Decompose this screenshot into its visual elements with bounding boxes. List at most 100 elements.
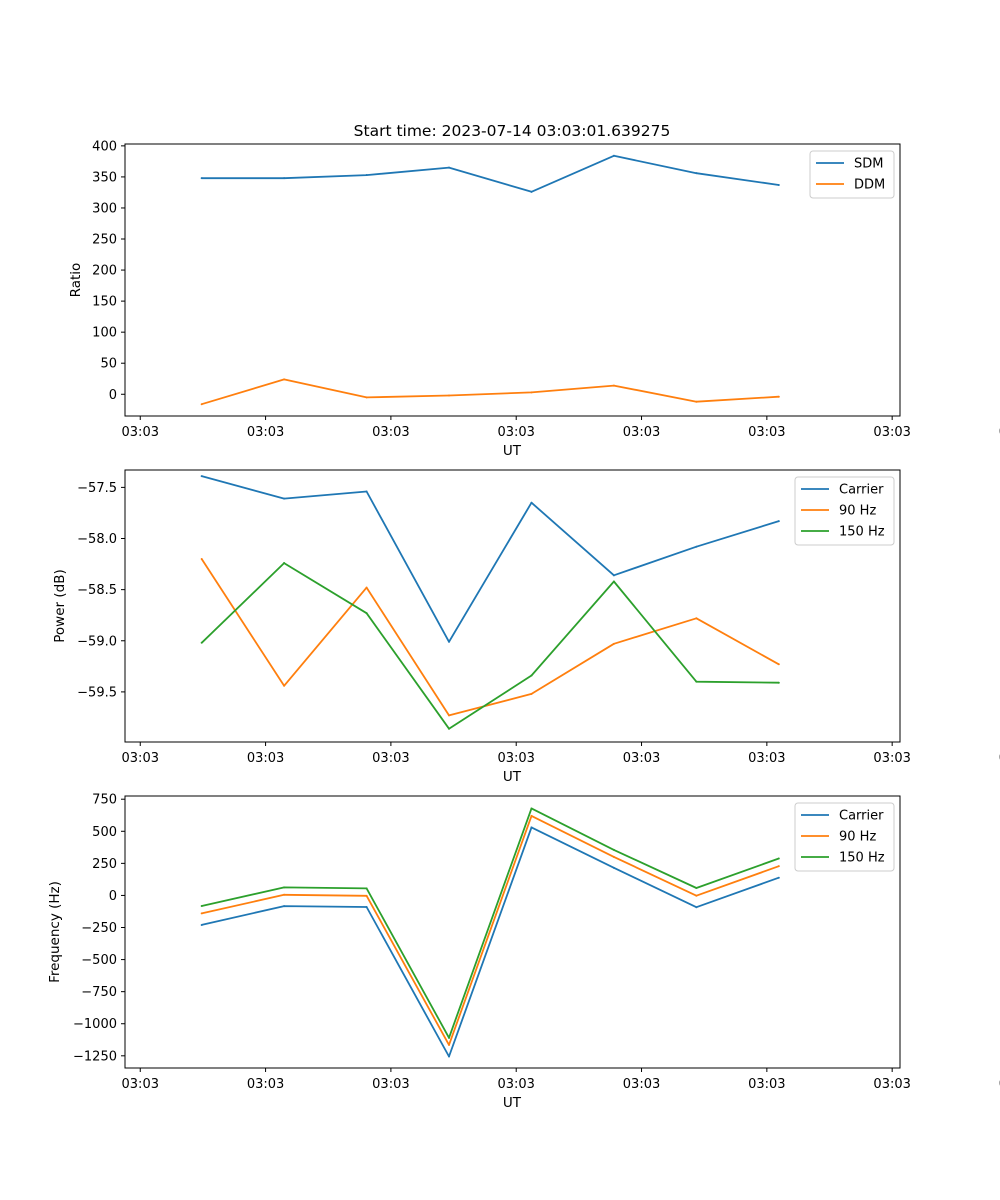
data-point — [365, 905, 368, 908]
data-point — [365, 612, 368, 615]
panel-2: −59.5 −59.0 −58.5 −58.0 −57.5 03:03 03:03 03:03… — [52, 469, 1000, 785]
data-point — [365, 396, 368, 399]
data-point — [530, 674, 533, 677]
y-tick-label: −500 — [81, 953, 117, 968]
x-tick-label: 03:03 — [247, 425, 284, 440]
data-point — [695, 894, 698, 897]
data-point — [530, 692, 533, 695]
y-tick-label: 300 — [92, 201, 117, 216]
data-point — [612, 384, 615, 387]
data-point — [777, 520, 780, 523]
x-tick-label: 03:03 — [122, 1077, 159, 1092]
data-point — [448, 1036, 451, 1039]
data-point — [530, 190, 533, 193]
data-point — [200, 904, 203, 907]
x-tick-label: 03:03 — [372, 425, 409, 440]
data-point — [200, 641, 203, 644]
legend: Carrier 90 Hz 150 Hz — [794, 802, 895, 872]
data-point — [448, 166, 451, 169]
panel-1: 0 50 100 150 200 250 300 350 400 03:03 03:03 03:03 0… — [68, 139, 1000, 459]
legend: Carrier 90 Hz 150 Hz — [794, 476, 895, 546]
y-tick-label: −1000 — [73, 1017, 117, 1032]
data-point — [530, 814, 533, 817]
y-tick-label: −57.5 — [77, 481, 117, 496]
x-tick-label: 03:04 — [999, 1077, 1000, 1092]
axes-frame — [124, 143, 901, 417]
data-point — [695, 617, 698, 620]
data-point — [200, 912, 203, 915]
data-point — [448, 1043, 451, 1046]
legend-label: 150 Hz — [839, 525, 885, 540]
data-point — [530, 391, 533, 394]
y-axis-label: Frequency (Hz) — [47, 881, 63, 983]
data-point — [612, 154, 615, 157]
data-point — [365, 887, 368, 890]
y-tick-label: 400 — [92, 139, 117, 154]
data-point — [530, 501, 533, 504]
data-point — [200, 177, 203, 180]
data-point — [200, 557, 203, 560]
x-tick-label: 03:03 — [873, 1077, 910, 1092]
x-tick-label: 03:03 — [497, 1077, 534, 1092]
x-tick-label: 03:03 — [748, 425, 785, 440]
data-point — [283, 684, 286, 687]
legend-box — [794, 802, 895, 872]
y-tick-label: 0 — [109, 388, 117, 403]
series-line-ddm — [201, 378, 779, 406]
y-tick-label: 100 — [92, 326, 117, 341]
data-point — [283, 378, 286, 381]
data-point — [283, 893, 286, 896]
data-point — [283, 886, 286, 889]
data-point — [200, 403, 203, 406]
y-tick-label: 350 — [92, 170, 117, 185]
y-tick-label: −58.0 — [77, 532, 117, 547]
data-point — [365, 490, 368, 493]
data-point — [695, 906, 698, 909]
y-tick-label: 250 — [92, 233, 117, 248]
x-tick-label: 03:03 — [748, 1077, 785, 1092]
legend-box — [794, 476, 895, 546]
data-point — [283, 177, 286, 180]
legend-label: SDM — [854, 157, 883, 172]
data-point — [448, 727, 451, 730]
series-line-150-hz — [201, 807, 780, 1039]
data-point — [365, 586, 368, 589]
x-tick-label: 03:03 — [623, 425, 660, 440]
data-point — [448, 714, 451, 717]
legend-label: Carrier — [839, 809, 884, 824]
y-tick-label: 200 — [92, 264, 117, 279]
y-tick-label: 50 — [100, 357, 117, 372]
legend-label: 90 Hz — [839, 830, 876, 845]
y-tick-label: 750 — [92, 793, 117, 808]
series-line-carrier — [201, 475, 780, 643]
data-point — [365, 174, 368, 177]
data-point — [612, 848, 615, 851]
legend-label: 90 Hz — [839, 504, 876, 519]
y-tick-label: −59.0 — [77, 634, 117, 649]
y-tick-label: −750 — [81, 985, 117, 1000]
data-point — [777, 865, 780, 868]
y-tick-label: −250 — [81, 921, 117, 936]
panel-3: −1250 −1000 −750 −500 −250 0 250 500 750 03:03 03:… — [47, 793, 1000, 1111]
data-point — [200, 475, 203, 478]
y-axis-label: Ratio — [68, 263, 84, 298]
data-point — [530, 826, 533, 829]
data-point — [612, 580, 615, 583]
series-line-90-hz — [200, 558, 780, 717]
data-point — [777, 663, 780, 666]
data-point — [448, 640, 451, 643]
axes-frame — [124, 795, 901, 1069]
x-tick-label: 03:03 — [372, 751, 409, 766]
data-point — [777, 857, 780, 860]
x-tick-label: 03:03 — [497, 425, 534, 440]
data-point — [530, 807, 533, 810]
data-point — [448, 394, 451, 397]
data-point — [283, 562, 286, 565]
x-tick-label: 03:04 — [999, 425, 1000, 440]
series-line-carrier — [201, 826, 780, 1058]
y-tick-label: 150 — [92, 295, 117, 310]
axes-frame — [124, 469, 901, 743]
series-line-90-hz — [201, 815, 780, 1046]
data-point — [283, 497, 286, 500]
